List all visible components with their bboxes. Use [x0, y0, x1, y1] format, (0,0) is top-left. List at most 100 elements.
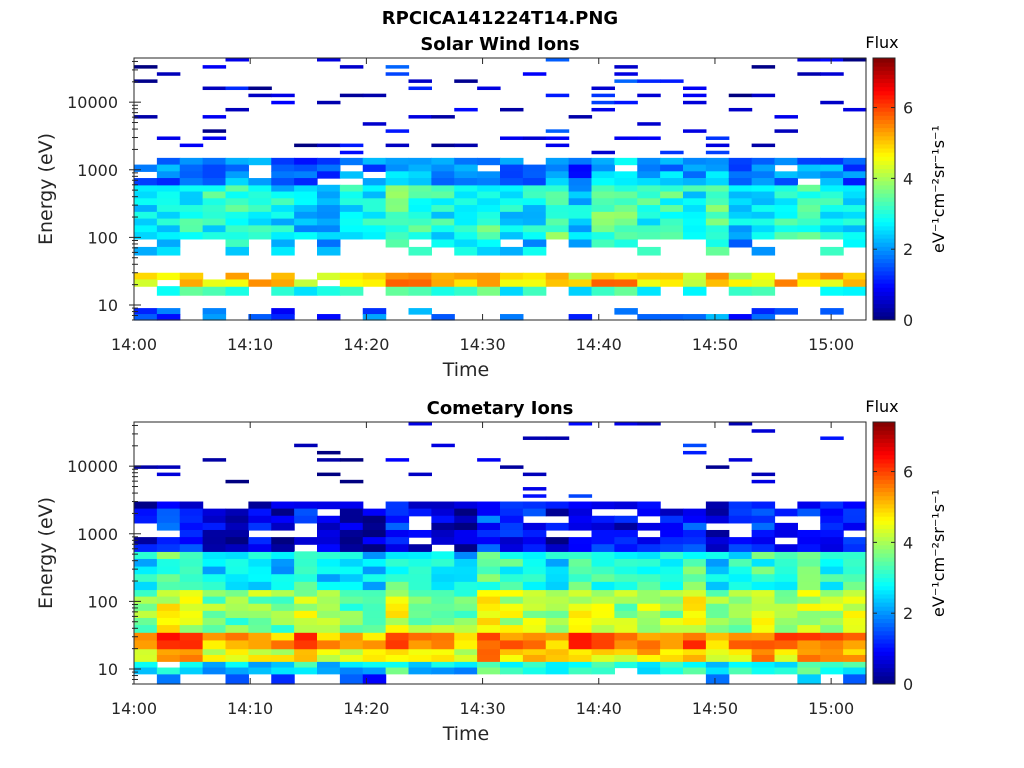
heatmap-cell [591, 661, 615, 669]
heatmap-cell [248, 667, 272, 675]
heatmap-cell [317, 472, 341, 477]
heatmap-cell [317, 58, 341, 62]
heatmap-cell [660, 508, 684, 517]
heatmap-cell [202, 86, 227, 91]
heatmap-cell [454, 566, 478, 575]
heatmap-cell [271, 648, 295, 656]
cometary-ions-panel: 14:00 14:10 14:20 14:30 14:40 14:50 15:0010100… [35, 397, 948, 745]
heatmap-cell [660, 272, 684, 281]
heatmap-cell [797, 558, 821, 568]
heatmap-cell [545, 589, 570, 598]
heatmap-cell [614, 654, 638, 662]
colorbar-step [873, 602, 895, 607]
heatmap-cell [202, 286, 227, 296]
heatmap-cell [500, 610, 524, 619]
heatmap-cell [614, 537, 638, 545]
heatmap-cell [156, 286, 181, 296]
heatmap-cell [843, 654, 867, 662]
heatmap-cell [705, 191, 730, 199]
heatmap-cell [156, 218, 181, 226]
heatmap-cell [797, 589, 821, 598]
heatmap-cell [500, 632, 524, 642]
heatmap-cell [225, 218, 249, 226]
heatmap-cell [179, 157, 204, 166]
heatmap-cell [385, 648, 410, 656]
heatmap-cell [614, 232, 638, 240]
heatmap-cell [545, 93, 570, 98]
heatmap-cell [820, 522, 844, 531]
heatmap-cell [683, 178, 707, 186]
heatmap-cell [751, 232, 776, 240]
heatmap-cell [477, 566, 501, 575]
heatmap-cell [660, 654, 684, 662]
heatmap-cell [522, 232, 547, 240]
heatmap-cell [454, 508, 478, 517]
heatmap-cell [843, 515, 867, 524]
x-tick-label: 15:00 [808, 699, 854, 718]
heatmap-cell [408, 218, 432, 226]
x-tick-label: 14:20 [343, 699, 389, 718]
heatmap-cell [248, 544, 272, 552]
heatmap-cell [248, 610, 272, 619]
heatmap-cell [385, 157, 410, 166]
colorbar-step [873, 254, 895, 260]
heatmap-cell [591, 171, 615, 179]
heatmap-cell [545, 58, 570, 62]
heatmap-cell [751, 515, 776, 524]
heatmap-cell [134, 661, 158, 669]
colorbar-step [873, 430, 895, 435]
heatmap-cell [705, 551, 730, 560]
heatmap-cell [271, 246, 295, 256]
heatmap-cell [705, 184, 730, 193]
heatmap-cell [751, 522, 776, 531]
heatmap-cell [385, 558, 410, 568]
heatmap-cell [614, 157, 638, 166]
heatmap-cell [568, 232, 593, 240]
heatmap-cell [705, 640, 730, 650]
heatmap-cell [454, 574, 478, 583]
heatmap-cell [202, 218, 227, 226]
heatmap-cell [568, 272, 593, 281]
heatmap-cell [202, 661, 227, 669]
heatmap-cell [225, 537, 249, 545]
heatmap-cell [568, 603, 593, 612]
heatmap-cell [271, 205, 295, 213]
heatmap-cell [660, 211, 684, 220]
heatmap-cell [431, 551, 455, 560]
heatmap-cell [728, 610, 753, 619]
heatmap-cell [225, 551, 249, 560]
heatmap-cell [339, 589, 364, 598]
heatmap-cell [522, 625, 547, 633]
colorbar-step [873, 234, 895, 239]
colorbar-step [873, 438, 895, 443]
heatmap-cell [271, 537, 295, 545]
heatmap-cell [271, 673, 295, 685]
heatmap-cell [431, 115, 455, 119]
heatmap-cell [522, 171, 547, 179]
heatmap-cell [568, 198, 593, 206]
plot-area-frame [133, 57, 867, 321]
heatmap-cell [797, 232, 821, 240]
heatmap-cell [820, 603, 844, 612]
heatmap-cell [134, 308, 158, 315]
colorbar-step [873, 446, 895, 452]
heatmap-cell [545, 218, 570, 226]
colorbar-step [873, 160, 895, 165]
heatmap-cell [728, 603, 753, 612]
heatmap-cell [271, 558, 295, 568]
colorbar-step [873, 593, 895, 599]
heatmap-cell [522, 596, 547, 605]
heatmap-cell [728, 558, 753, 568]
colorbar-step [873, 565, 895, 570]
colorbar-step [873, 520, 895, 525]
heatmap-cell [317, 537, 341, 545]
heatmap-cell [568, 558, 593, 568]
heatmap-cell [820, 648, 844, 656]
heatmap-cell [637, 522, 661, 531]
heatmap-cell [568, 218, 593, 226]
heatmap-cell [591, 610, 615, 619]
heatmap-cell [339, 211, 364, 220]
heatmap-cell [179, 617, 204, 626]
heatmap-cell [522, 581, 547, 591]
colorbar-step [873, 82, 895, 88]
